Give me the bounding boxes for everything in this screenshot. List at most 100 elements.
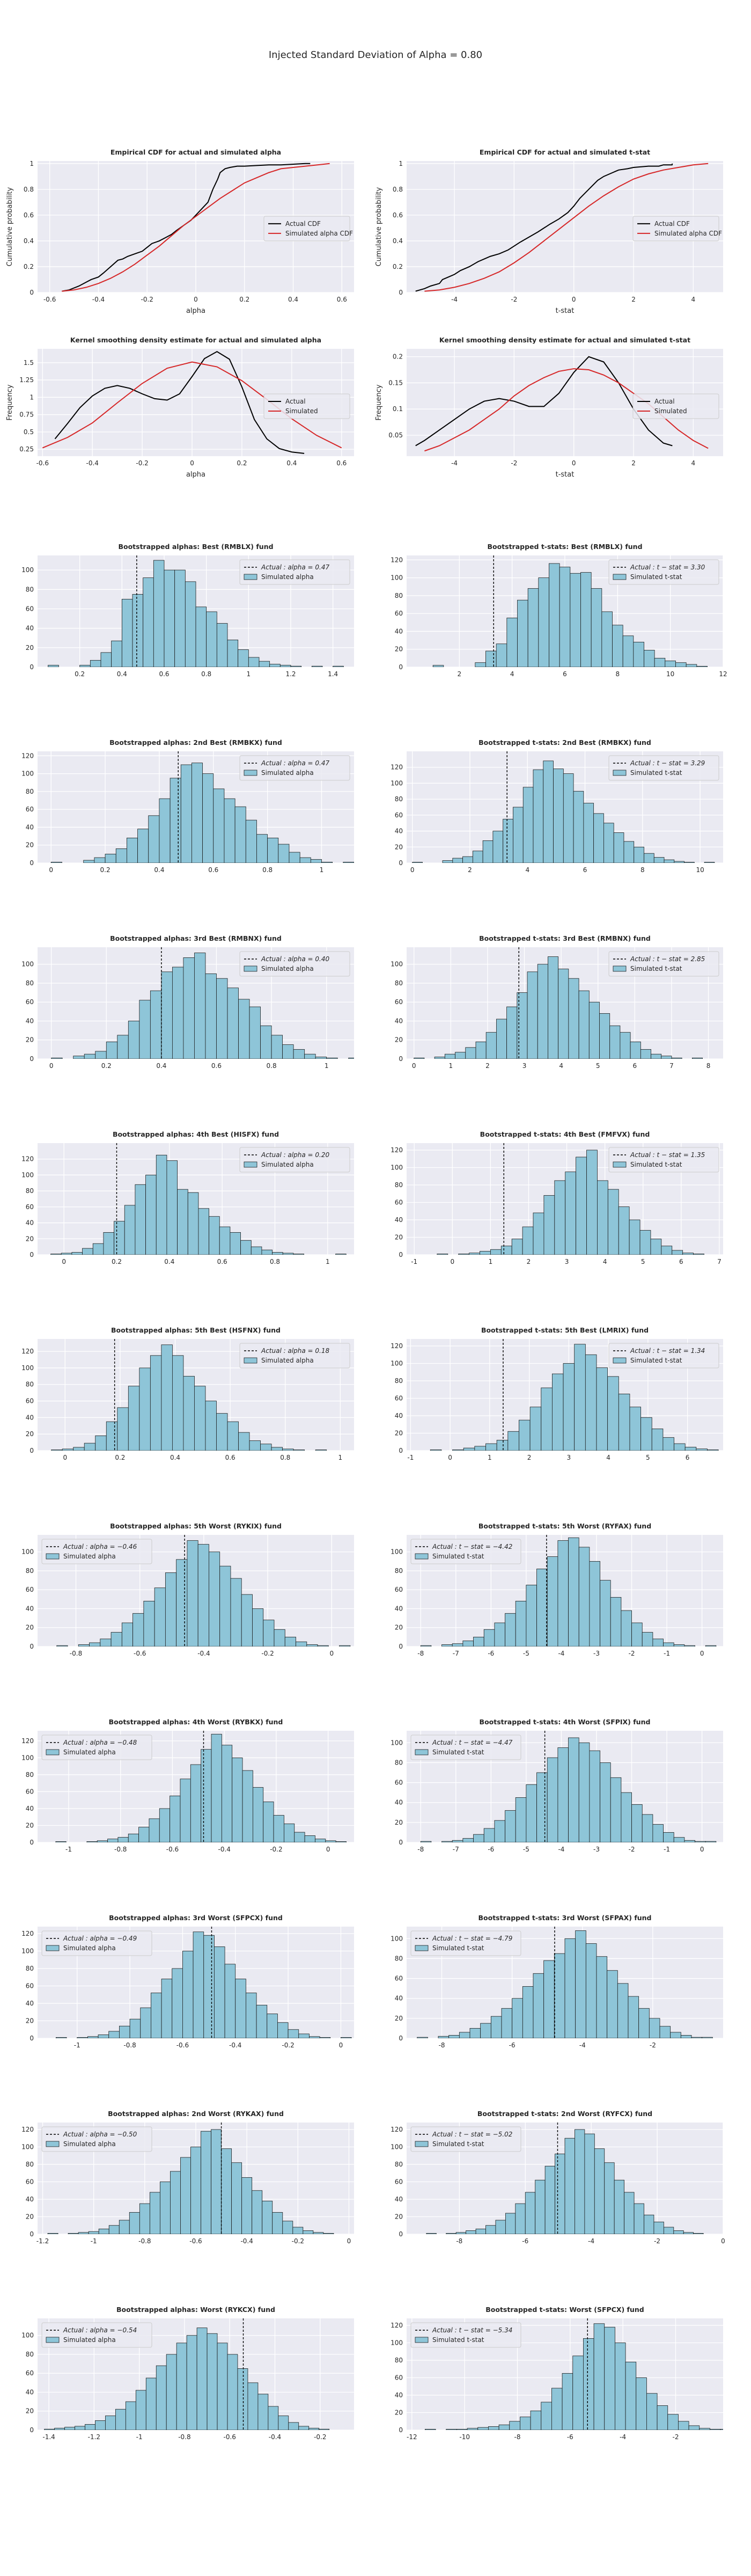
legend-label: Simulated alpha xyxy=(261,573,314,581)
y-tick-label: 20 xyxy=(26,1821,34,1829)
histogram-bar xyxy=(230,1578,242,1646)
histogram-bar xyxy=(485,650,497,667)
histogram-bar xyxy=(105,853,116,863)
legend-patch-swatch xyxy=(244,574,257,580)
histogram-bar xyxy=(652,1824,664,1842)
y-tick-label: 20 xyxy=(395,1430,403,1437)
histogram-bar xyxy=(242,1770,253,1842)
histogram-bar xyxy=(604,2326,615,2430)
legend: Actual : alpha = −0.48 Simulated alpha xyxy=(41,1735,152,1760)
legend-label: Simulated t-stat xyxy=(630,1357,682,1364)
x-tick-label: 0 xyxy=(347,2237,351,2245)
histogram-bar xyxy=(492,831,504,863)
histogram-bar xyxy=(682,1253,694,1255)
histogram-bar xyxy=(564,2138,575,2234)
chart-title: Bootstrapped t-stats: 2nd Worst (RYFCX) … xyxy=(477,2110,652,2118)
legend-label: Actual : t − stat = −5.02 xyxy=(432,2131,512,2138)
legend: Actual : alpha = −0.54 Simulated alpha xyxy=(41,2322,152,2348)
histogram-bar xyxy=(494,1820,505,1842)
y-tick-label: 100 xyxy=(391,1360,403,1367)
histogram-bar xyxy=(172,967,184,1059)
chart-panel-23: Bootstrapped alphas: Worst (RYKCX) fund -… xyxy=(21,2306,354,2441)
histogram-bar xyxy=(622,635,634,667)
x-axis-label: alpha xyxy=(186,471,205,479)
histogram-bar xyxy=(506,1006,518,1059)
chart-panel-17: Bootstrapped alphas: 4th Worst (RYBKX) f… xyxy=(21,1718,354,1853)
x-tick-label: 0.2 xyxy=(75,670,85,678)
histogram-bar xyxy=(565,1172,577,1255)
y-tick-label: 80 xyxy=(26,586,34,593)
histogram-bar xyxy=(47,2233,58,2234)
histogram-bar xyxy=(182,1951,194,2038)
histogram-bar xyxy=(495,2220,506,2234)
histogram-bar xyxy=(649,2018,660,2038)
chart-panel-20: Bootstrapped t-stats: 3rd Worst (SFPAX) … xyxy=(391,1914,723,2049)
histogram-bar xyxy=(522,1986,534,2038)
x-tick-label: -6 xyxy=(488,1650,494,1657)
legend-label: Actual : t − stat = 1.34 xyxy=(630,1347,705,1355)
y-tick-label: 0.2 xyxy=(24,263,34,270)
y-tick-label: 0.5 xyxy=(24,428,34,436)
histogram-bar xyxy=(610,1597,622,1646)
histogram-bar xyxy=(306,1644,318,1646)
histogram-bar xyxy=(159,798,171,863)
plot-area xyxy=(50,751,354,863)
histogram-bar xyxy=(652,1638,664,1646)
histogram-bar xyxy=(446,2233,457,2234)
x-tick-label: -0.2 xyxy=(314,2433,326,2441)
plot-area xyxy=(51,1339,327,1451)
histogram-bar xyxy=(203,1935,215,2038)
histogram-bar xyxy=(720,2428,723,2430)
histogram-bar xyxy=(603,823,614,863)
histogram-bar xyxy=(263,1620,275,1646)
legend-label: Actual : t − stat = −4.42 xyxy=(432,1543,512,1550)
y-tick-label: 1 xyxy=(30,160,34,167)
histogram-bar xyxy=(333,665,344,667)
histogram-bar xyxy=(527,588,539,667)
histogram-bar xyxy=(624,2192,635,2234)
chart-panel-3: Kernel smoothing density estimate for ac… xyxy=(6,336,354,479)
histogram-bar xyxy=(568,1737,579,1842)
histogram-bar xyxy=(166,1160,178,1255)
histogram-bar xyxy=(85,2424,95,2430)
histogram-bar xyxy=(557,1540,569,1646)
x-tick-label: 0 xyxy=(448,1454,452,1461)
y-tick-label: 60 xyxy=(26,605,34,612)
chart-title: Bootstrapped alphas: 5th Best (HSFNX) fu… xyxy=(111,1326,281,1334)
histogram-bar xyxy=(485,1032,497,1059)
histogram-bar xyxy=(161,1979,173,2038)
chart-title: Empirical CDF for actual and simulated t… xyxy=(480,148,650,156)
legend-box xyxy=(410,1735,521,1760)
x-tick-label: 0.2 xyxy=(115,1454,125,1461)
histogram-bar xyxy=(263,1801,274,1842)
y-tick-label: 100 xyxy=(391,1548,403,1556)
histogram-bar xyxy=(209,1216,220,1255)
y-tick-label: 0 xyxy=(399,2230,403,2238)
histogram-bar xyxy=(209,1552,220,1646)
histogram-bar xyxy=(674,1443,686,1451)
legend: Actual : t − stat = 2.85 Simulated t-stat xyxy=(608,951,719,977)
histogram-bar xyxy=(268,2406,279,2430)
histogram-bar xyxy=(288,2029,299,2038)
histogram-bar xyxy=(177,1189,188,1255)
x-tick-label: 0 xyxy=(190,459,194,467)
x-tick-label: -4 xyxy=(451,296,458,303)
histogram-bar xyxy=(117,1035,129,1059)
chart-title: Bootstrapped t-stats: 5th Worst (RYFAX) … xyxy=(478,1522,651,1530)
histogram-bar xyxy=(438,2036,450,2038)
series-line xyxy=(62,163,311,292)
y-tick-label: 80 xyxy=(26,1771,34,1779)
x-tick-label: -0.2 xyxy=(136,459,148,467)
histogram-bar xyxy=(644,649,655,667)
y-tick-label: 120 xyxy=(21,1155,34,1163)
histogram-bar xyxy=(92,1243,104,1255)
histogram-bar xyxy=(132,594,144,667)
legend-box xyxy=(608,559,719,585)
plot-area xyxy=(417,1927,713,2038)
histogram-bar xyxy=(56,1645,68,1646)
chart-title: Kernel smoothing density estimate for ac… xyxy=(70,336,321,344)
x-tick-label: 10 xyxy=(666,670,674,678)
histogram-bar xyxy=(644,2214,654,2234)
histogram-bar xyxy=(680,2035,692,2038)
figure-suptitle: Injected Standard Deviation of Alpha = 0… xyxy=(269,49,482,61)
